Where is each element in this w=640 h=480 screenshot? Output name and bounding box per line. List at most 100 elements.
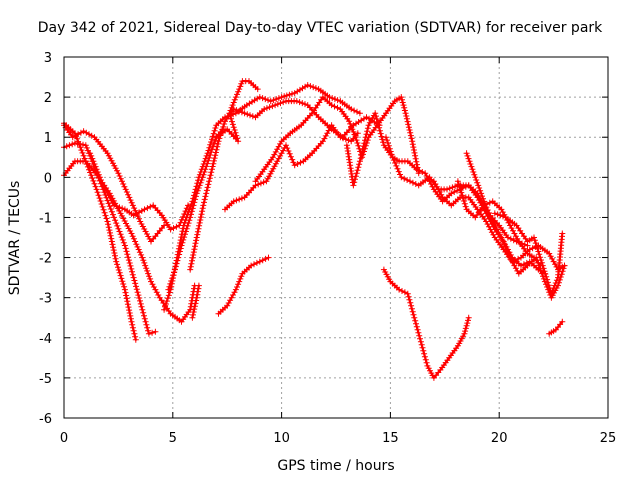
data-point-marker [531, 234, 537, 241]
data-point-marker [504, 248, 511, 255]
data-point-marker [165, 292, 172, 299]
data-point-marker [507, 235, 514, 242]
data-point-marker [237, 83, 244, 90]
data-point-marker [201, 199, 207, 206]
data-point-marker [473, 177, 480, 183]
data-point-marker [356, 110, 363, 117]
data-point-marker [479, 193, 485, 200]
data-point-marker [88, 172, 95, 179]
data-point-marker [125, 254, 132, 261]
data-point-marker [124, 298, 131, 305]
data-point-marker [211, 155, 218, 162]
data-point-marker [89, 175, 96, 182]
data-point-marker [374, 118, 381, 125]
data-point-marker [421, 353, 428, 360]
x-tick-label: 20 [491, 431, 508, 446]
data-point-marker [393, 162, 400, 169]
data-point-marker [375, 121, 382, 128]
y-axis-label: SDTVAR / TECUs [7, 181, 23, 296]
data-point-marker [191, 246, 198, 253]
data-point-marker [383, 134, 389, 141]
data-point-marker [280, 99, 287, 106]
data-point-marker [531, 237, 538, 244]
data-point-marker [146, 273, 153, 280]
data-point-marker [122, 289, 129, 296]
data-point-marker [122, 245, 129, 252]
data-point-marker [63, 143, 70, 150]
data-point-marker [126, 260, 133, 266]
data-point-marker [474, 179, 481, 186]
data-point-marker [526, 246, 533, 253]
data-point-marker [310, 84, 317, 91]
data-point-marker [411, 314, 418, 321]
data-point-marker [169, 277, 176, 284]
data-point-marker [227, 107, 234, 114]
data-point-marker [130, 327, 137, 334]
data-point-marker [189, 257, 195, 264]
data-point-marker [236, 196, 243, 203]
data-point-marker [96, 195, 103, 202]
data-point-marker [413, 166, 420, 173]
data-point-marker [203, 187, 210, 194]
data-point-marker [407, 129, 414, 136]
series-arc5 [87, 150, 191, 233]
data-point-marker [262, 255, 269, 262]
data-point-marker [280, 147, 287, 154]
data-point-marker [408, 135, 415, 142]
data-point-marker [200, 161, 207, 167]
axis-ticks: 0 5 10 15 20 25 -6 -5 -4 -3 -2 -1 0 1 2 3 [39, 51, 616, 446]
data-point-marker [145, 327, 151, 334]
data-point-marker [484, 207, 491, 213]
data-point-marker [395, 168, 402, 175]
data-point-marker [540, 265, 547, 272]
data-point-marker [78, 147, 85, 154]
data-point-marker [275, 155, 282, 162]
data-point-marker [487, 212, 494, 219]
data-point-marker [220, 123, 227, 130]
data-point-marker [462, 203, 469, 210]
data-point-marker [129, 233, 136, 240]
data-point-marker [192, 300, 199, 307]
data-point-marker [185, 209, 192, 216]
data-point-marker [510, 259, 516, 266]
data-point-marker [212, 152, 219, 159]
data-point-marker [503, 246, 510, 252]
data-point-marker [193, 234, 200, 241]
data-point-marker [209, 133, 216, 140]
data-point-marker [542, 271, 549, 277]
series-arc19 [215, 254, 272, 317]
data-point-marker [269, 154, 276, 161]
data-point-marker [470, 169, 477, 175]
data-point-marker [417, 335, 423, 342]
data-point-marker [550, 285, 557, 292]
data-point-marker [120, 239, 127, 246]
data-point-marker [348, 106, 355, 113]
data-point-marker [141, 206, 148, 213]
data-point-marker [533, 242, 540, 249]
data-point-marker [463, 150, 470, 157]
data-point-marker [191, 306, 198, 313]
data-point-marker [96, 174, 103, 181]
data-point-marker [404, 177, 411, 183]
data-point-marker [206, 175, 213, 182]
data-point-marker [130, 235, 137, 242]
data-point-marker [126, 310, 133, 316]
data-point-marker [236, 108, 243, 115]
data-point-marker [93, 166, 100, 173]
data-point-marker [202, 193, 209, 200]
data-point-marker [114, 222, 121, 229]
data-point-marker [421, 350, 428, 357]
data-point-marker [190, 195, 197, 202]
data-point-marker [337, 134, 344, 141]
data-point-marker [196, 171, 203, 178]
data-point-marker [559, 230, 566, 237]
data-point-marker [121, 283, 128, 290]
data-point-marker [481, 198, 487, 205]
data-point-marker [273, 96, 280, 103]
data-point-marker [119, 178, 125, 185]
data-point-marker [454, 178, 461, 185]
data-point-marker [399, 96, 405, 103]
data-point-marker [451, 189, 458, 195]
data-point-marker [143, 265, 150, 272]
data-point-marker [355, 164, 362, 171]
